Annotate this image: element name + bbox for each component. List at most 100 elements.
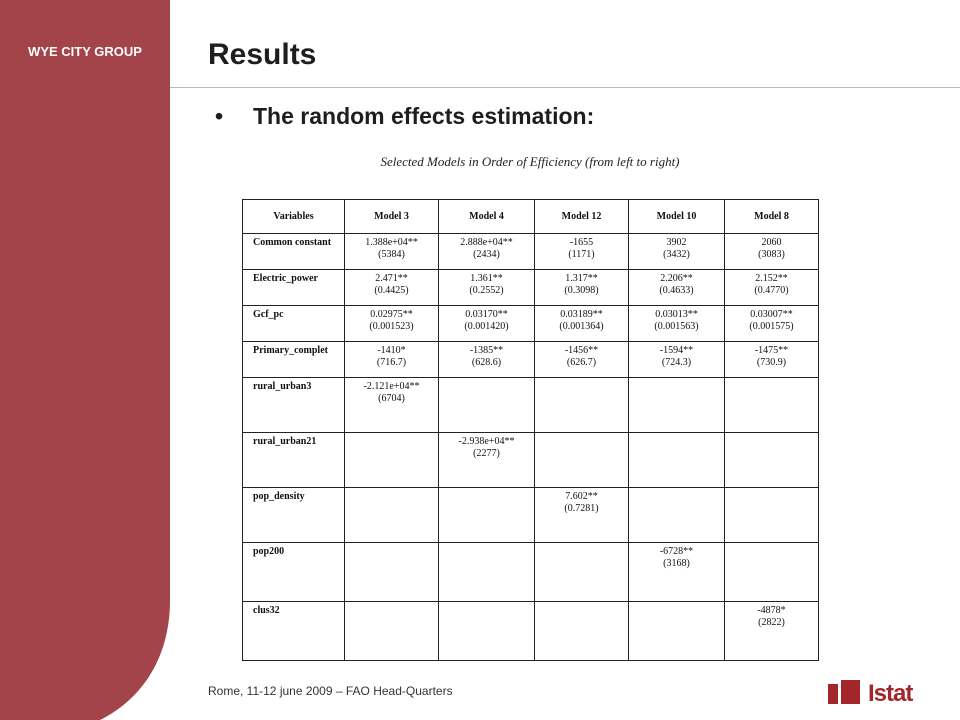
coefficient-value: -2.938e+04** [458,436,515,447]
value-cell: 0.03007** (0.001575) [724,305,819,342]
value-cell [724,377,819,433]
value-cell: 2.888e+04** (2434) [438,233,535,270]
footer-text: Rome, 11-12 june 2009 – FAO Head-Quarter… [208,684,453,698]
standard-error-value: (626.7) [566,357,597,368]
coefficient-value: -6728** [659,546,694,557]
value-cell: 1.317** (0.3098) [534,269,629,306]
variable-name-cell: Gcf_pc [242,305,345,342]
standard-error-value: (0.001575) [749,321,794,332]
standard-error-value: (2822) [758,617,785,628]
variable-name-cell: rural_urban3 [242,377,345,433]
standard-error-value: (0.001420) [464,321,509,332]
coefficient-value: 3902 [666,237,687,248]
standard-error-value: (0.4633) [659,285,694,296]
coefficient-value: 2.152** [755,273,788,284]
logo-text: Istat [868,680,913,707]
standard-error-value: (0.4425) [374,285,409,296]
results-table: Variables Model 3 Model 4 Model 12 Model… [242,199,819,661]
coefficient-value: 1.388e+04** [365,237,418,248]
standard-error-value: (3168) [663,558,690,569]
value-cell [534,432,629,488]
value-cell: -1655 (1171) [534,233,629,270]
coefficient-value: -1594** [659,345,694,356]
value-cell: 2.152** (0.4770) [724,269,819,306]
column-header: Model 3 [344,199,439,234]
coefficient-value: -1385** [469,345,504,356]
variable-name-cell: pop_density [242,487,345,543]
value-cell: -4878* (2822) [724,601,819,661]
standard-error-value: (3083) [758,249,785,260]
standard-error-value: (730.9) [756,357,787,368]
coefficient-value: 0.03170** [465,309,508,320]
coefficient-value: 2.206** [660,273,693,284]
table-row: rural_urban21 -2.938e+04** (2277) [242,432,819,488]
header-divider [170,87,960,88]
table-row: Electric_power 2.471** (0.4425) 1.361** (0.2… [242,269,819,306]
value-cell: 3902 (3432) [628,233,725,270]
standard-error-value: (1171) [568,249,595,260]
value-cell [628,487,725,543]
value-cell: 1.388e+04** (5384) [344,233,439,270]
coefficient-value: 0.03007** [750,309,793,320]
group-label: WYE CITY GROUP [28,44,142,59]
table-row: rural_urban3 -2.121e+04** (6704) [242,377,819,433]
value-cell [724,432,819,488]
value-cell [344,542,439,602]
standard-error-value: (716.7) [376,357,407,368]
value-cell: 1.361** (0.2552) [438,269,535,306]
value-cell [438,487,535,543]
standard-error-value: (3432) [663,249,690,260]
table-row: pop200 -6728** (3168) [242,542,819,602]
standard-error-value: (628.6) [471,357,502,368]
value-cell: 0.02975** (0.001523) [344,305,439,342]
table-row: clus32 -4878* (2822) [242,601,819,661]
coefficient-value: 1.361** [470,273,503,284]
standard-error-value: (724.3) [661,357,692,368]
standard-error-value: (5384) [378,249,405,260]
value-cell [628,601,725,661]
bullet-icon: • [215,103,224,129]
coefficient-value: -1456** [564,345,599,356]
coefficient-value: 7.602** [565,491,598,502]
table-header-row: Variables Model 3 Model 4 Model 12 Model… [242,199,819,234]
value-cell: -1594** (724.3) [628,341,725,378]
value-cell [344,432,439,488]
sidebar-band [0,0,170,720]
column-header: Model 10 [628,199,725,234]
variable-name-cell: clus32 [242,601,345,661]
value-cell: 2060 (3083) [724,233,819,270]
standard-error-value: (2434) [473,249,500,260]
bullet-point: • The random effects estimation: [215,103,594,130]
value-cell [628,377,725,433]
column-header: Model 8 [724,199,819,234]
standard-error-value: (0.4770) [754,285,789,296]
coefficient-value: -1410* [377,345,406,356]
value-cell [438,377,535,433]
value-cell [724,542,819,602]
value-cell: -2.121e+04** (6704) [344,377,439,433]
standard-error-value: (0.3098) [564,285,599,296]
value-cell [628,432,725,488]
bullet-text: The random effects estimation: [253,103,595,129]
standard-error-value: (0.2552) [469,285,504,296]
value-cell: 0.03189** (0.001364) [534,305,629,342]
standard-error-value: (0.001563) [654,321,699,332]
value-cell [534,377,629,433]
variable-name-cell: Primary_complet [242,341,345,378]
coefficient-value: 0.03189** [560,309,603,320]
standard-error-value: (0.001364) [559,321,604,332]
table-row: pop_density 7.602** (0.7281) [242,487,819,543]
column-header: Model 4 [438,199,535,234]
coefficient-value: 0.02975** [370,309,413,320]
value-cell: -1410* (716.7) [344,341,439,378]
table-row: Common constant 1.388e+04** (5384) 2.888e+0… [242,233,819,270]
standard-error-value: (6704) [378,393,405,404]
istat-logo [828,680,860,704]
column-header: Model 12 [534,199,629,234]
table-row: Primary_complet -1410* (716.7) -1385** (628.… [242,341,819,378]
value-cell [344,601,439,661]
standard-error-value: (0.7281) [564,503,599,514]
value-cell [438,601,535,661]
variable-name-cell: pop200 [242,542,345,602]
coefficient-value: -4878* [757,605,786,616]
